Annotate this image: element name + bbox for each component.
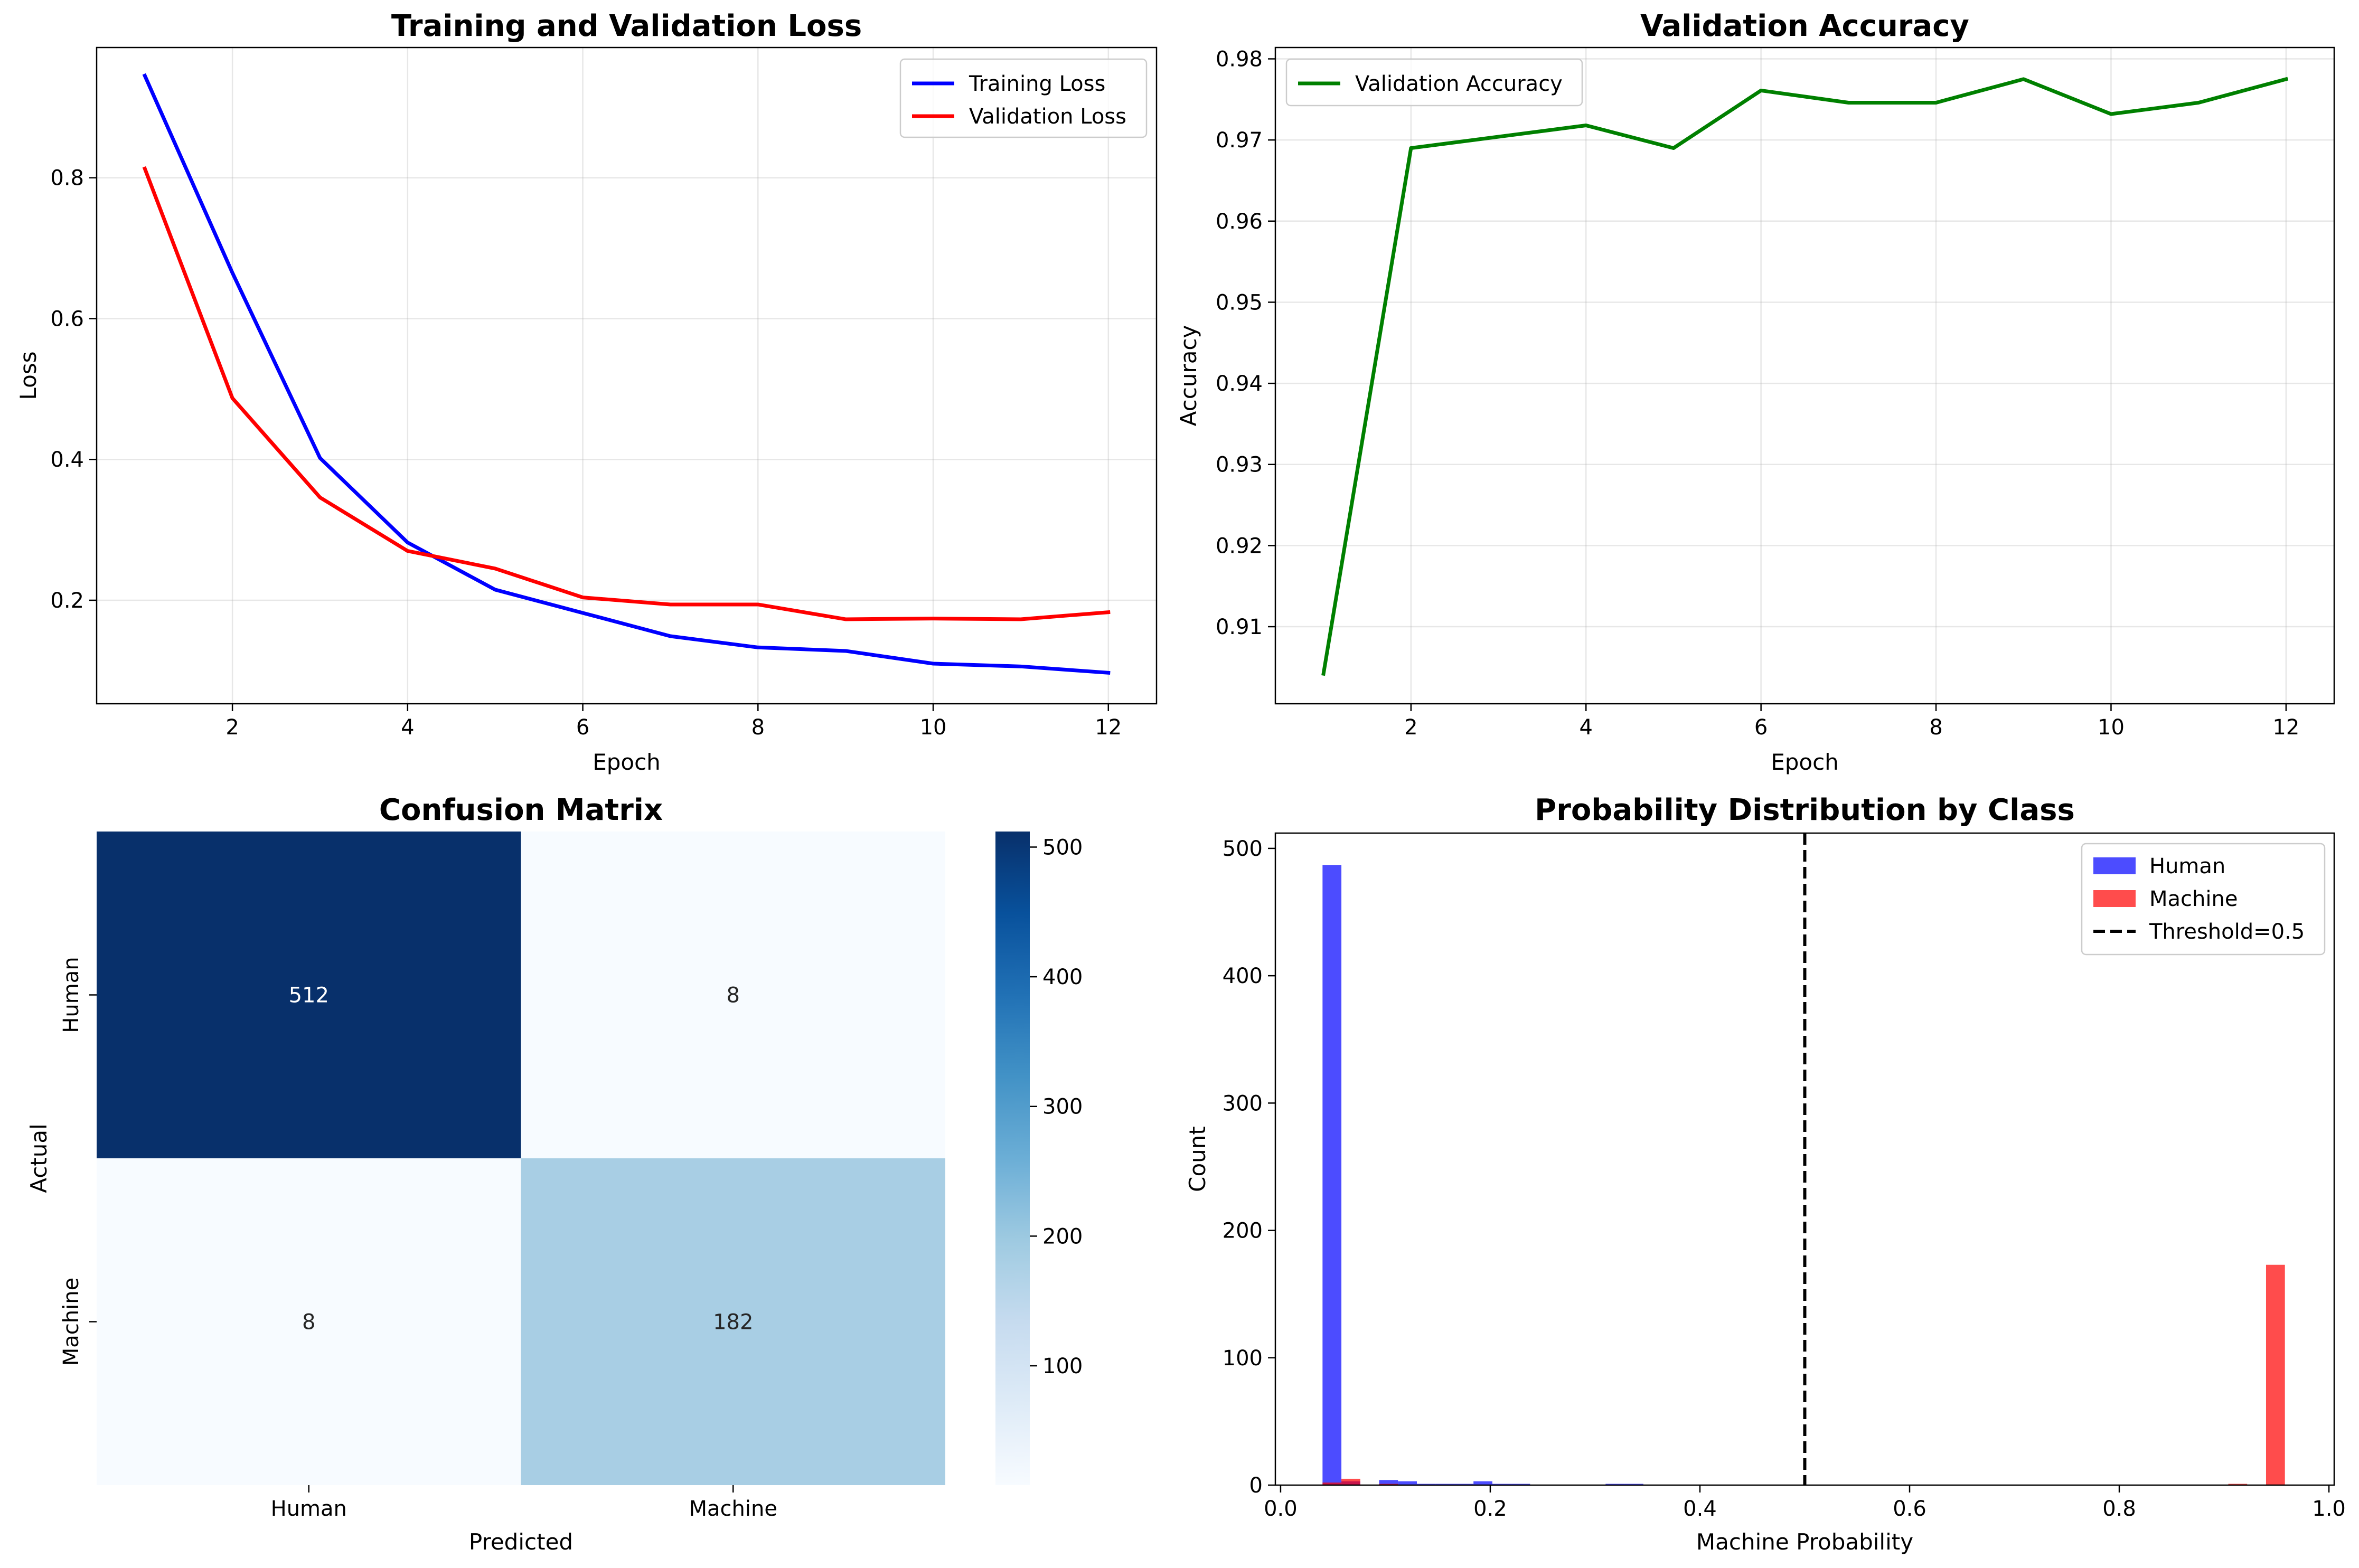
matrix-cell xyxy=(521,1158,945,1485)
y-axis-label: Actual xyxy=(26,1123,52,1193)
y-axis-label: Loss xyxy=(15,351,41,400)
x-tick-label: Machine xyxy=(689,1497,777,1521)
y-tick-label: 0.92 xyxy=(1216,534,1263,558)
chart-title: Probability Distribution by Class xyxy=(1535,793,2075,827)
x-tick-label: 0.6 xyxy=(1893,1497,1926,1521)
x-tick-label: 0.4 xyxy=(1683,1497,1717,1521)
x-tick-label: 6 xyxy=(576,715,589,740)
legend-label-2: Validation Loss xyxy=(969,105,1126,129)
y-axis-label: Count xyxy=(1185,1126,1210,1192)
legend-label-1: Training Loss xyxy=(969,72,1105,96)
y-axis-label: Accuracy xyxy=(1176,325,1201,427)
matrix-cell xyxy=(521,832,945,1158)
colorbar-tick-label: 100 xyxy=(1042,1354,1083,1378)
plot-frame xyxy=(1274,46,2335,705)
probability-histogram: 0.0 0.2 0.4 0.6 0.8 1.0 0 100 200 300 400 500 Probab… xyxy=(1185,793,2346,1555)
legend-label-threshold: Threshold=0.5 xyxy=(2149,920,2305,944)
x-tick-label: 10 xyxy=(920,715,947,740)
plot-frame xyxy=(1274,832,2335,1486)
colorbar-tick-label: 500 xyxy=(1042,835,1083,859)
y-tick-label: 0.97 xyxy=(1216,128,1263,153)
chart-title: Validation Accuracy xyxy=(1640,9,1969,43)
cell-value: 182 xyxy=(713,1310,753,1335)
x-axis-label: Epoch xyxy=(593,749,661,775)
colorbar xyxy=(995,832,1030,1485)
legend-swatch-human xyxy=(2093,857,2136,874)
loss-chart: 2 4 6 8 10 12 0.2 0.4 0.6 0.8 Training and Validat… xyxy=(15,9,1158,775)
x-tick-label: 6 xyxy=(1754,715,1768,740)
legend-label-machine: Machine xyxy=(2149,887,2238,911)
histogram-bar-human xyxy=(1398,1481,1417,1485)
y-tick-label: 0.96 xyxy=(1216,210,1263,234)
legend-swatch-machine xyxy=(2093,890,2136,907)
y-tick-label: 0.98 xyxy=(1216,48,1263,72)
y-tick-label: 0.95 xyxy=(1216,290,1263,315)
y-tick-label: 400 xyxy=(1223,964,1263,988)
chart-title: Training and Validation Loss xyxy=(391,9,862,43)
histogram-bar-human xyxy=(1473,1481,1492,1485)
y-tick-label: 0 xyxy=(1249,1473,1263,1498)
matrix-cell xyxy=(97,832,521,1158)
y-tick-label: 500 xyxy=(1223,837,1263,861)
x-tick-label: Human xyxy=(271,1497,347,1521)
cell-value: 8 xyxy=(302,1310,315,1335)
x-tick-label: 1.0 xyxy=(2312,1497,2346,1521)
y-tick-label: 0.6 xyxy=(50,307,84,331)
legend-box xyxy=(1285,58,1583,107)
accuracy-chart: 2 4 6 8 10 12 0.91 0.92 0.93 0.94 0.95 0.96 0.97 0.98… xyxy=(1176,9,2335,775)
y-tick-label: 300 xyxy=(1223,1091,1263,1116)
x-axis-label: Predicted xyxy=(469,1529,573,1555)
y-tick-label: 0.94 xyxy=(1216,372,1263,396)
y-tick-label: 200 xyxy=(1223,1219,1263,1243)
x-tick-label: 0.2 xyxy=(1473,1497,1507,1521)
x-axis-label: Epoch xyxy=(1771,749,1839,775)
x-tick-label: 2 xyxy=(225,715,239,740)
cell-value: 512 xyxy=(289,984,329,1008)
x-tick-label: 12 xyxy=(2272,715,2299,740)
x-axis-label: Machine Probability xyxy=(1696,1529,1913,1555)
cell-value: 8 xyxy=(727,984,740,1008)
y-tick-label: 0.4 xyxy=(50,448,84,472)
legend-label-human: Human xyxy=(2149,854,2225,879)
x-tick-label: 4 xyxy=(401,715,414,740)
y-tick-label: 0.93 xyxy=(1216,453,1263,477)
y-tick-label: 100 xyxy=(1223,1346,1263,1371)
x-tick-label: 12 xyxy=(1095,715,1122,740)
colorbar-tick-label: 300 xyxy=(1042,1095,1083,1119)
histogram-bar-human xyxy=(1379,1480,1398,1485)
series-line-2 xyxy=(142,166,1111,621)
confusion-matrix: 512 8 8 182 Human Machine Human Machine Confusio… xyxy=(26,793,1083,1555)
x-tick-label: 10 xyxy=(2098,715,2125,740)
series-line-1 xyxy=(1321,77,2289,676)
x-tick-label: 8 xyxy=(1929,715,1942,740)
plot-frame xyxy=(96,46,1158,705)
x-tick-label: 4 xyxy=(1580,715,1593,740)
y-tick-label: Human xyxy=(59,957,83,1033)
matrix-cell xyxy=(97,1158,521,1485)
y-tick-label: 0.2 xyxy=(50,589,84,613)
histogram-bar-machine xyxy=(1341,1478,1360,1485)
y-tick-label: 0.91 xyxy=(1216,615,1263,639)
x-tick-label: 0.0 xyxy=(1264,1497,1298,1521)
chart-title: Confusion Matrix xyxy=(379,793,663,827)
colorbar-tick-label: 400 xyxy=(1042,965,1083,989)
series-line-1 xyxy=(142,73,1111,675)
legend-box xyxy=(2081,843,2326,956)
histogram-bar-machine xyxy=(1322,1482,1342,1485)
legend-box xyxy=(899,58,1148,138)
x-tick-label: 2 xyxy=(1404,715,1417,740)
histogram-bar-machine xyxy=(2266,1264,2285,1485)
y-tick-label: 0.8 xyxy=(50,166,84,191)
legend-label-1: Validation Accuracy xyxy=(1355,72,1563,96)
histogram-bar-human xyxy=(1322,865,1342,1485)
x-tick-label: 0.8 xyxy=(2102,1497,2136,1521)
y-tick-label: Machine xyxy=(59,1278,83,1366)
colorbar-tick-label: 200 xyxy=(1042,1224,1083,1249)
x-tick-label: 8 xyxy=(751,715,765,740)
